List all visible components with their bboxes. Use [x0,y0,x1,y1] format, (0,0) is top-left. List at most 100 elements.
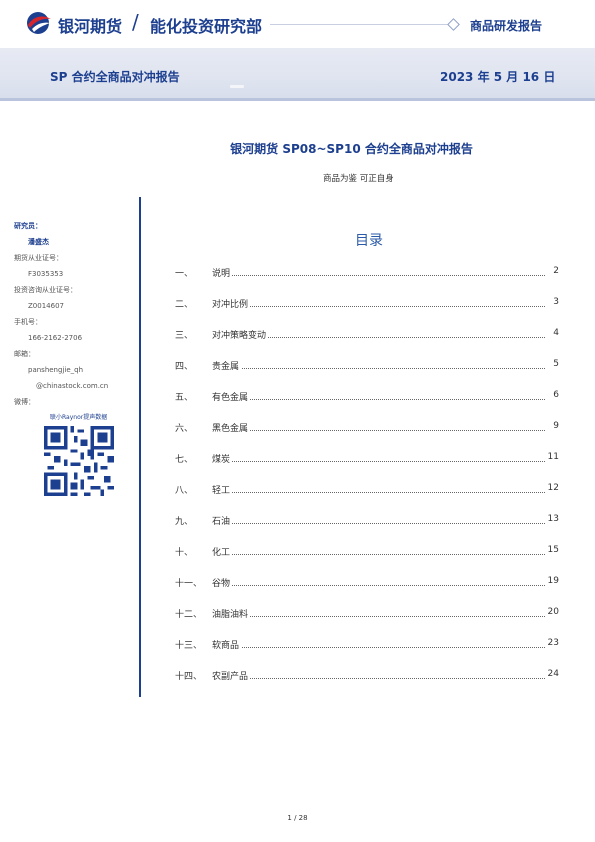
toc-entry[interactable]: 十、 化工 15 [175,545,559,559]
toc-entry[interactable]: 四、 贵金属 5 [175,359,559,373]
toc-entry-title[interactable]: 谷物 [212,576,233,589]
toc-entry-page: 23 [545,638,559,648]
toc-entry-number: 十四、 [175,672,203,682]
toc-entry-number: 十二、 [175,610,203,620]
toc-entry-page: 15 [545,545,559,555]
toc-entry[interactable]: 三、 对冲策略变动 4 [175,328,559,342]
toc-entry-page: 19 [545,576,559,586]
toc-leader-dots [212,523,545,524]
toc-entry[interactable]: 六、 黑色金属 9 [175,421,559,435]
toc-leader-dots [212,461,545,462]
researcher-label: 研究员： [14,222,42,230]
toc-entry-number: 八、 [175,486,194,496]
toc-entry-title[interactable]: 有色金属 [212,390,251,403]
report-date: 2023 年 5 月 16 日 [440,70,556,84]
toc-leader-dots [212,275,545,276]
toc-entry[interactable]: 九、 石油 13 [175,514,559,528]
toc-entry[interactable]: 十四、 农副产品 24 [175,669,559,683]
toc-leader-dots [212,616,545,617]
toc-leader-dots [212,368,545,369]
toc-entry[interactable]: 二、 对冲比例 3 [175,297,559,311]
toc-entry[interactable]: 十一、 谷物 19 [175,576,559,590]
toc-entry-page: 20 [545,607,559,617]
toc-entry-title[interactable]: 说明 [212,266,233,279]
band-decoration [230,85,244,88]
sidebar-divider [139,197,141,697]
toc-entry-title[interactable]: 农副产品 [212,669,251,682]
toc-entry-title[interactable]: 化工 [212,545,233,558]
toc-entry[interactable]: 八、 轻工 12 [175,483,559,497]
toc-entry[interactable]: 五、 有色金属 6 [175,390,559,404]
band-bottom-rule [0,98,595,101]
toc-entry-title[interactable]: 油脂油料 [212,607,251,620]
toc-entry-title[interactable]: 软商品 [212,638,242,651]
toc-entry[interactable]: 十三、 软商品 23 [175,638,559,652]
toc-entry-number: 十、 [175,548,194,558]
wechat-label: 微博： [14,398,35,406]
email-label: 邮箱： [14,350,35,358]
header-separator: / [132,10,139,34]
department-name: 能化投资研究部 [150,17,263,36]
email-domain[interactable]: @chinastock.com.cn [36,382,109,390]
toc-entry-number: 三、 [175,331,194,341]
toc-entry-title[interactable]: 轻工 [212,483,233,496]
toc-entry-page: 6 [551,390,559,400]
toc-leader-dots [212,337,545,338]
toc-entry-number: 七、 [175,455,194,465]
galaxy-logo-icon [27,12,51,34]
brand-name: 银河期货 [58,17,123,36]
toc-leader-dots [212,492,545,493]
toc-leader-dots [212,399,545,400]
toc-entry-title[interactable]: 黑色金属 [212,421,251,434]
band-report-title: SP 合约全商品对冲报告 [50,70,180,84]
toc-entry-page: 4 [551,328,559,338]
toc-entry-title[interactable]: 对冲比例 [212,297,251,310]
toc-entry-title[interactable]: 贵金属 [212,359,242,372]
toc-entry-title[interactable]: 对冲策略变动 [212,328,269,341]
toc-entry-number: 九、 [175,517,194,527]
email-user[interactable]: panshengjie_qh [28,366,84,374]
toc-entry[interactable]: 七、 煤炭 11 [175,452,559,466]
toc-entry-page: 5 [551,359,559,369]
toc-leader-dots [212,585,545,586]
phone-number: 166-2162-2706 [28,334,83,342]
page-header: 银河期货 / 能化投资研究部 商品研发报告 [0,0,595,46]
toc-leader-dots [212,306,545,307]
toc-entry-page: 13 [545,514,559,524]
document-subtitle: 商品为鉴 可正自身 [323,174,394,184]
toc-entry-title[interactable]: 煤炭 [212,452,233,465]
toc-entry-page: 3 [551,297,559,307]
toc-entry-number: 十一、 [175,579,203,589]
document-title-text: 银河期货 SP08~SP10 合约全商品对冲报告 [230,142,473,156]
toc-entry-title[interactable]: 石油 [212,514,233,527]
toc-leader-dots [212,647,545,648]
toc-entry-number: 五、 [175,393,194,403]
researcher-name: 潘盛杰 [28,238,49,246]
report-type-label: 商品研发报告 [470,19,543,33]
qr-code-icon [44,426,114,496]
toc-entry-page: 24 [545,669,559,679]
toc-entry-page: 11 [545,452,559,462]
invest-cert-number: Z0014607 [28,302,64,310]
page-indicator: 1 / 28 [287,814,308,822]
diamond-icon [447,18,460,31]
toc-leader-dots [212,678,545,679]
toc-entry[interactable]: 一、 说明 2 [175,266,559,280]
toc-entry-number: 六、 [175,424,194,434]
wechat-caption: 联小Raynor提声数据 [50,414,108,421]
toc-title: 目录 [355,233,383,249]
toc-leader-dots [212,430,545,431]
toc-entry-page: 9 [551,421,559,431]
toc-leader-dots [212,554,545,555]
toc-entry[interactable]: 十二、 油脂油料 20 [175,607,559,621]
author-sidebar: 研究员： 潘盛杰 期货从业证号： F3035353 投资咨询从业证号： Z001… [14,218,134,426]
title-band [0,48,595,100]
toc-entry-number: 一、 [175,269,194,279]
toc-entry-page: 12 [545,483,559,493]
invest-cert-label: 投资咨询从业证号： [14,286,77,294]
phone-label: 手机号： [14,318,42,326]
toc-entry-number: 二、 [175,300,194,310]
header-rule [270,24,450,25]
document-title: 银河期货 SP08~SP10 合约全商品对冲报告 [0,140,595,157]
futures-cert-label: 期货从业证号： [14,254,63,262]
